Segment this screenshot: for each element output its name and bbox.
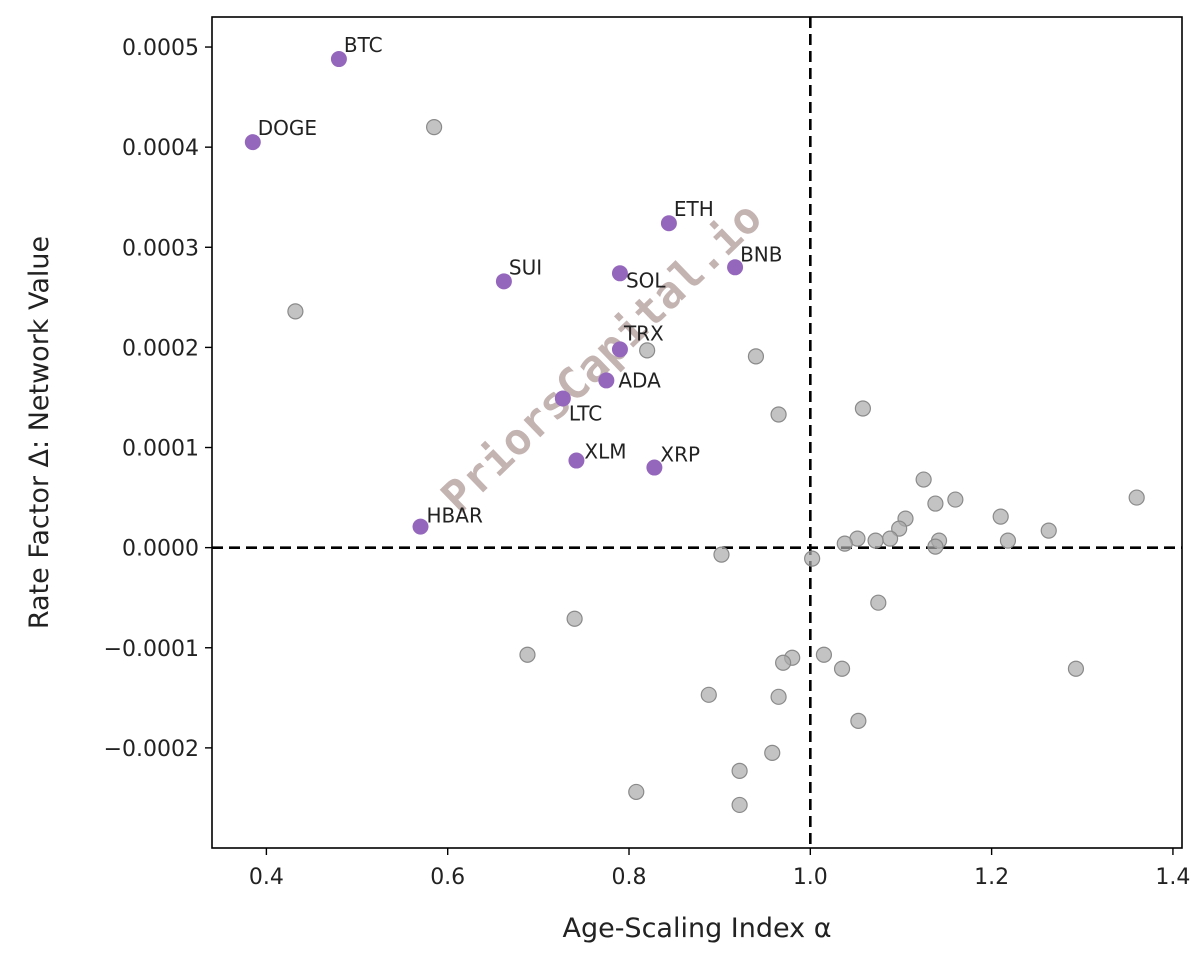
- other-point: [833, 660, 851, 677]
- plot-frame: [211, 16, 1183, 849]
- other-point: [519, 646, 536, 663]
- other-point: [927, 495, 944, 512]
- y-tick-label: 0.0002: [122, 336, 199, 361]
- point-label-sol: SOL: [626, 268, 666, 292]
- other-point: [770, 688, 787, 705]
- other-point: [426, 119, 443, 136]
- highlight-point-xrp: [646, 459, 663, 476]
- other-point: [804, 550, 821, 567]
- other-point: [1040, 522, 1057, 539]
- highlight-point-sol: [611, 265, 628, 282]
- highlight-point-bnb: [727, 259, 744, 276]
- other-point: [747, 348, 765, 365]
- point-label-eth: ETH: [674, 197, 714, 221]
- other-point: [854, 400, 871, 417]
- highlight-point-hbar: [412, 518, 429, 535]
- other-point: [566, 610, 583, 627]
- other-point: [287, 303, 304, 320]
- reference-lines: [212, 17, 1182, 848]
- y-tick-label: 0.0000: [122, 537, 199, 562]
- point-label-xlm: XLM: [584, 440, 626, 464]
- other-point: [764, 744, 781, 761]
- other-point: [731, 796, 748, 814]
- other-point: [999, 532, 1017, 549]
- other-point: [836, 535, 853, 552]
- x-tick-label: 1.2: [974, 865, 1009, 890]
- point-label-xrp: XRP: [660, 443, 700, 467]
- point-label-sui: SUI: [509, 255, 542, 279]
- y-tick-label: −0.0001: [104, 637, 199, 662]
- other-point: [1128, 489, 1145, 506]
- axis-ticks: 0.4 0.6 0.8 1.0 1.2 1.4 −0.0002 −0.0001 0.0000 0.…: [104, 36, 1191, 890]
- other-point: [731, 762, 748, 780]
- x-tick-label: 0.6: [430, 865, 465, 890]
- other-point: [1067, 660, 1085, 677]
- other-point: [815, 646, 833, 663]
- x-tick-label: 1.4: [1155, 865, 1190, 890]
- point-label-bnb: BNB: [740, 242, 782, 266]
- point-label-doge: DOGE: [258, 116, 317, 140]
- highlight-point-trx: [611, 341, 628, 358]
- y-tick-label: 0.0001: [122, 437, 199, 462]
- highlight-point-ada: [598, 372, 615, 389]
- other-point: [770, 406, 787, 423]
- other-point: [870, 594, 887, 611]
- point-label-hbar: HBAR: [427, 504, 483, 528]
- other-point: [915, 471, 932, 488]
- x-tick-label: 0.4: [249, 865, 284, 890]
- highlight-point-eth: [660, 215, 677, 232]
- data-points: [244, 51, 1145, 814]
- other-point: [881, 530, 899, 547]
- watermark-layer: PriorsCapital.io: [432, 192, 772, 523]
- x-tick-label: 0.8: [612, 865, 647, 890]
- y-axis-title: Rate Factor Δ: Network Value: [24, 236, 55, 629]
- point-label-ada: ADA: [618, 368, 661, 392]
- highlight-point-sui: [495, 273, 512, 290]
- highlight-point-ltc: [554, 390, 571, 407]
- point-label-trx: TRX: [623, 321, 664, 345]
- other-point: [775, 654, 792, 671]
- other-point: [639, 342, 656, 359]
- other-point: [700, 686, 717, 703]
- point-labels: BTC DOGE ETH BNB SOL SUI TRX ADA LTC XLM XRP HBAR: [258, 33, 783, 528]
- highlight-point-doge: [244, 134, 261, 151]
- other-point: [628, 783, 645, 801]
- other-point: [850, 712, 867, 729]
- other-point: [992, 508, 1009, 525]
- point-label-btc: BTC: [344, 33, 383, 57]
- y-tick-label: 0.0004: [122, 136, 199, 161]
- highlight-point-btc: [330, 51, 347, 68]
- other-point: [947, 491, 964, 508]
- other-point: [927, 538, 944, 555]
- x-axis-title: Age-Scaling Index α: [562, 913, 831, 944]
- other-point: [867, 532, 884, 549]
- watermark-text: PriorsCapital.io: [432, 192, 772, 523]
- point-label-ltc: LTC: [569, 401, 602, 425]
- other-point: [713, 546, 730, 563]
- y-tick-label: 0.0003: [122, 236, 199, 261]
- highlight-point-xlm: [568, 452, 585, 469]
- other-point: [891, 520, 908, 537]
- y-tick-label: −0.0002: [104, 737, 199, 762]
- x-tick-label: 1.0: [793, 865, 828, 890]
- y-tick-label: 0.0005: [122, 36, 199, 61]
